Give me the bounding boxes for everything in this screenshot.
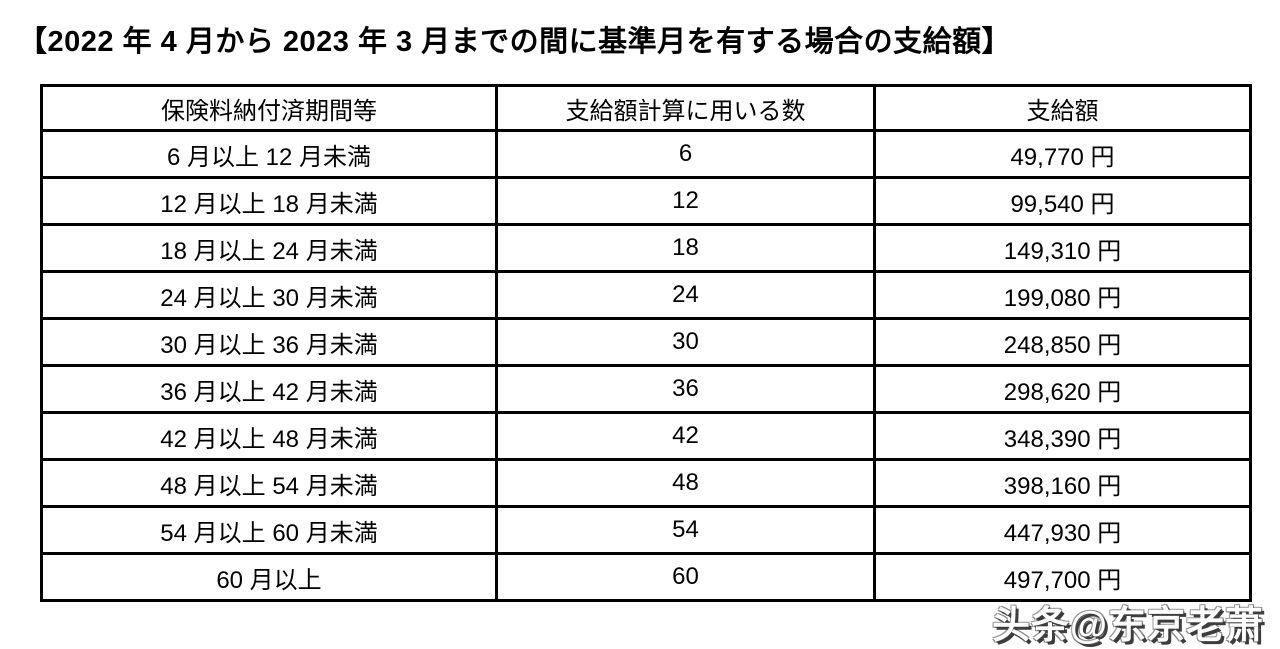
cell-amount: 199,080 円 — [873, 270, 1252, 320]
table-row: 54 月以上 60 月未満 54 447,930 円 — [40, 505, 1252, 555]
cell-multiplier: 48 — [495, 458, 876, 508]
table-row: 6 月以上 12 月未満 6 49,770 円 — [40, 129, 1252, 179]
table-row: 42 月以上 48 月未満 42 348,390 円 — [40, 411, 1252, 461]
cell-period: 12 月以上 18 月未満 — [40, 176, 498, 226]
cell-amount: 49,770 円 — [873, 129, 1252, 179]
page-title: 【2022 年 4 月から 2023 年 3 月までの間に基準月を有する場合の支… — [18, 26, 1012, 58]
cell-amount: 149,310 円 — [873, 223, 1252, 273]
cell-multiplier: 36 — [495, 364, 876, 414]
cell-multiplier: 6 — [495, 129, 876, 179]
cell-multiplier: 30 — [495, 317, 876, 367]
cell-period: 36 月以上 42 月未満 — [40, 364, 498, 414]
cell-amount: 248,850 円 — [873, 317, 1252, 367]
cell-amount: 447,930 円 — [873, 505, 1252, 555]
cell-period: 60 月以上 — [40, 552, 498, 602]
cell-period: 6 月以上 12 月未満 — [40, 129, 498, 179]
table-row: 36 月以上 42 月未満 36 298,620 円 — [40, 364, 1252, 414]
table-row: 60 月以上 60 497,700 円 — [40, 552, 1252, 602]
cell-amount: 497,700 円 — [873, 552, 1252, 602]
cell-period: 24 月以上 30 月未満 — [40, 270, 498, 320]
cell-multiplier: 18 — [495, 223, 876, 273]
column-header-period: 保険料納付済期間等 — [40, 84, 498, 132]
cell-amount: 398,160 円 — [873, 458, 1252, 508]
cell-multiplier: 54 — [495, 505, 876, 555]
column-header-multiplier: 支給額計算に用いる数 — [495, 84, 876, 132]
cell-period: 30 月以上 36 月未満 — [40, 317, 498, 367]
table-row: 24 月以上 30 月未満 24 199,080 円 — [40, 270, 1252, 320]
cell-period: 48 月以上 54 月未満 — [40, 458, 498, 508]
cell-amount: 348,390 円 — [873, 411, 1252, 461]
payment-amount-table: 保険料納付済期間等 支給額計算に用いる数 支給額 6 月以上 12 月未満 6 … — [40, 84, 1252, 602]
cell-multiplier: 24 — [495, 270, 876, 320]
cell-period: 42 月以上 48 月未満 — [40, 411, 498, 461]
cell-multiplier: 12 — [495, 176, 876, 226]
cell-amount: 298,620 円 — [873, 364, 1252, 414]
cell-period: 18 月以上 24 月未満 — [40, 223, 498, 273]
cell-multiplier: 60 — [495, 552, 876, 602]
cell-amount: 99,540 円 — [873, 176, 1252, 226]
table-row: 30 月以上 36 月未満 30 248,850 円 — [40, 317, 1252, 367]
column-header-amount: 支給額 — [873, 84, 1252, 132]
cell-multiplier: 42 — [495, 411, 876, 461]
table-row: 48 月以上 54 月未満 48 398,160 円 — [40, 458, 1252, 508]
header-row: 保険料納付済期間等 支給額計算に用いる数 支給額 — [40, 84, 1252, 132]
toutiao-watermark: 头条@东京老萧 — [991, 605, 1264, 647]
cell-period: 54 月以上 60 月未満 — [40, 505, 498, 555]
table-row: 18 月以上 24 月未満 18 149,310 円 — [40, 223, 1252, 273]
table-row: 12 月以上 18 月未満 12 99,540 円 — [40, 176, 1252, 226]
